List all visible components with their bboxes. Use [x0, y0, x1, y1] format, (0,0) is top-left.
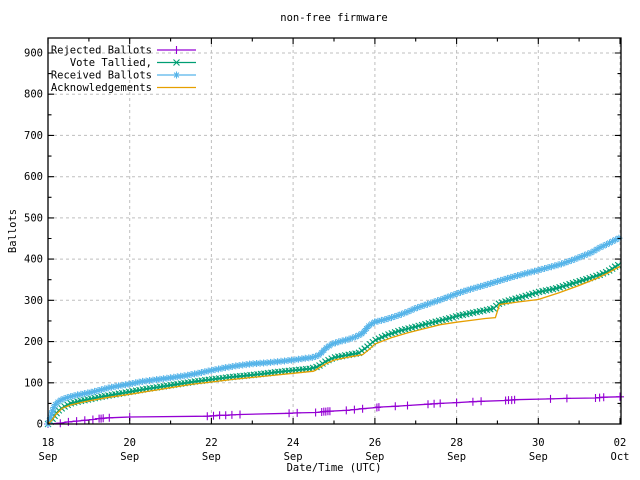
- tick-marks: [47, 38, 621, 425]
- chart-title: non-free firmware: [280, 12, 387, 24]
- legend-label: Rejected Ballots: [51, 45, 152, 57]
- x-tick-label-day: 24: [287, 437, 300, 449]
- x-tick-label-month: Sep: [39, 451, 58, 463]
- legend-label: Acknowledgements: [51, 82, 152, 94]
- legend-label: Vote Tallied,: [70, 57, 152, 69]
- y-tick-label: 400: [24, 254, 43, 266]
- legend-entry-rejected-ballots: Rejected Ballots: [51, 45, 196, 57]
- y-tick-label: 300: [24, 295, 43, 307]
- tick-labels: 0 100 200 300 400 500 600 700 800 900 18 Sep 20 Sep 22…: [24, 48, 629, 464]
- x-tick-label-month: Sep: [284, 451, 303, 463]
- y-tick-label: 100: [24, 377, 43, 389]
- series-received-ballots: [44, 234, 623, 428]
- x-tick-label-day: 18: [42, 437, 55, 449]
- y-tick-label: 500: [24, 212, 43, 224]
- legend-sample-marker: [173, 59, 180, 66]
- series-line-acknowledgements: [47, 265, 621, 425]
- y-tick-label: 700: [24, 130, 43, 142]
- legend-entry-acknowledgements: Acknowledgements: [51, 82, 196, 94]
- legend-sample-marker: [172, 46, 181, 54]
- y-tick-label: 800: [24, 89, 43, 101]
- y-tick-label: 0: [37, 419, 43, 431]
- y-tick-label: 900: [24, 48, 43, 60]
- series-line-rejected-ballots: [47, 396, 621, 425]
- legend-entry-received-ballots: Received Ballots: [51, 70, 196, 82]
- series-line-received-ballots: [47, 237, 621, 425]
- legend-entry-vote-tallied: Vote Tallied,: [70, 57, 196, 69]
- series-vote-tallied: [44, 261, 622, 428]
- x-tick-label-day: 30: [532, 437, 545, 449]
- x-tick-label-month: Sep: [365, 451, 384, 463]
- series-acknowledgements: [47, 265, 621, 425]
- x-tick-label-month: Sep: [202, 451, 221, 463]
- x-tick-label-month: Sep: [529, 451, 548, 463]
- y-axis-label: Ballots: [7, 209, 19, 253]
- y-tick-label: 600: [24, 171, 43, 183]
- x-tick-label-month: Oct: [611, 451, 630, 463]
- legend-label: Received Ballots: [51, 70, 152, 82]
- x-axis-label: Date/Time (UTC): [287, 462, 382, 474]
- series-rejected-ballots: [44, 392, 624, 428]
- x-tick-label-month: Sep: [447, 451, 466, 463]
- x-tick-label-month: Sep: [120, 451, 139, 463]
- plot-border: [47, 37, 622, 425]
- grid-lines: [48, 38, 621, 424]
- x-tick-label-day: 28: [450, 437, 463, 449]
- axes: [47, 37, 622, 425]
- y-tick-label: 200: [24, 336, 43, 348]
- x-tick-label-day: 26: [369, 437, 382, 449]
- x-tick-label-day: 20: [123, 437, 136, 449]
- x-tick-label-day: 02: [614, 437, 627, 449]
- x-tick-label-day: 22: [205, 437, 218, 449]
- legend-sample-marker: [173, 71, 180, 79]
